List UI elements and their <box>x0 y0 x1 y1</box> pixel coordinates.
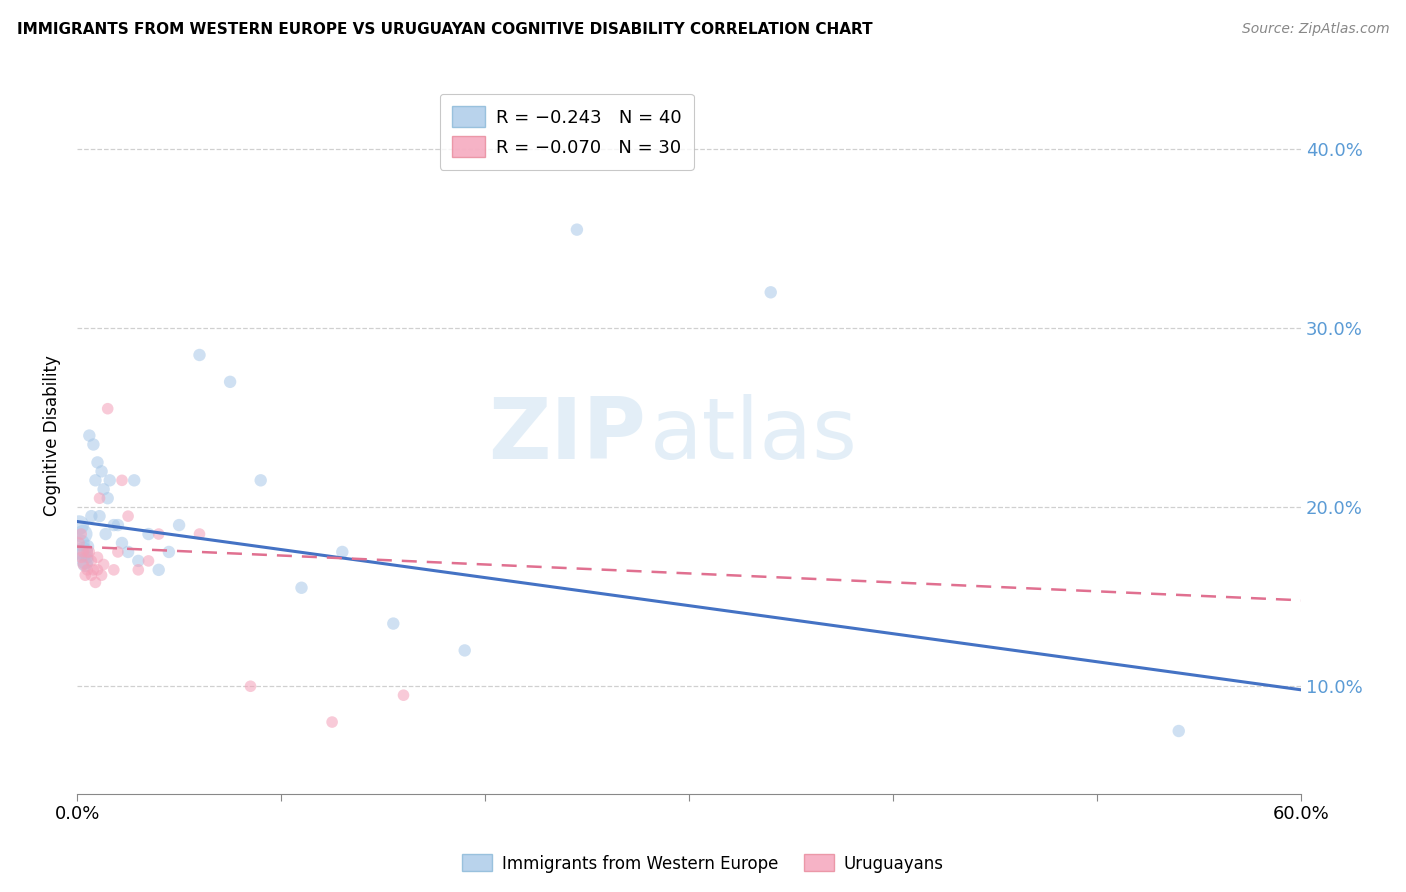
Point <box>148 563 170 577</box>
Point <box>67 536 90 550</box>
Point <box>97 401 120 416</box>
Point <box>188 348 211 362</box>
Point <box>321 714 343 729</box>
Point <box>72 545 94 559</box>
Point <box>90 464 112 478</box>
Point <box>67 518 90 533</box>
Point <box>76 540 98 554</box>
Point <box>122 473 145 487</box>
Point <box>79 428 101 442</box>
Point <box>75 554 97 568</box>
Point <box>117 545 139 559</box>
Point <box>82 563 104 577</box>
Y-axis label: Cognitive Disability: Cognitive Disability <box>44 355 60 516</box>
Point <box>70 527 93 541</box>
Point <box>75 558 97 572</box>
Point <box>107 518 129 533</box>
Point <box>759 285 782 300</box>
Point <box>80 568 103 582</box>
Point <box>167 518 190 533</box>
Point <box>565 222 588 236</box>
Point <box>86 563 108 577</box>
Point <box>219 375 242 389</box>
Point <box>90 568 112 582</box>
Point <box>84 473 107 487</box>
Point <box>117 509 139 524</box>
Point <box>84 575 107 590</box>
Point <box>111 536 134 550</box>
Point <box>127 563 149 577</box>
Point <box>157 545 180 559</box>
Point <box>290 581 312 595</box>
Legend: Immigrants from Western Europe, Uruguayans: Immigrants from Western Europe, Uruguaya… <box>456 847 950 880</box>
Point <box>80 509 103 524</box>
Point <box>103 518 125 533</box>
Point <box>70 550 93 565</box>
Point <box>1167 724 1189 739</box>
Point <box>98 473 121 487</box>
Point <box>72 545 94 559</box>
Point <box>86 455 108 469</box>
Point <box>138 527 160 541</box>
Point <box>86 550 108 565</box>
Point <box>382 616 405 631</box>
Point <box>93 483 115 497</box>
Point <box>72 558 94 572</box>
Text: atlas: atlas <box>650 394 858 477</box>
Point <box>79 545 101 559</box>
Point <box>82 437 104 451</box>
Point <box>75 568 97 582</box>
Point <box>89 491 111 506</box>
Point <box>111 473 134 487</box>
Text: Source: ZipAtlas.com: Source: ZipAtlas.com <box>1241 22 1389 37</box>
Point <box>138 554 160 568</box>
Text: IMMIGRANTS FROM WESTERN EUROPE VS URUGUAYAN COGNITIVE DISABILITY CORRELATION CHA: IMMIGRANTS FROM WESTERN EUROPE VS URUGUA… <box>17 22 873 37</box>
Point <box>93 558 115 572</box>
Point <box>239 679 262 693</box>
Point <box>97 491 120 506</box>
Point <box>127 554 149 568</box>
Point <box>188 527 211 541</box>
Point <box>249 473 271 487</box>
Point <box>76 550 98 565</box>
Point <box>70 536 93 550</box>
Point <box>94 527 117 541</box>
Point <box>76 563 98 577</box>
Point <box>72 527 94 541</box>
Point <box>148 527 170 541</box>
Point <box>454 643 477 657</box>
Point <box>103 563 125 577</box>
Point <box>80 554 103 568</box>
Point <box>76 545 98 559</box>
Point <box>89 509 111 524</box>
Point <box>330 545 353 559</box>
Legend: R = −0.243   N = 40, R = −0.070   N = 30: R = −0.243 N = 40, R = −0.070 N = 30 <box>440 94 693 169</box>
Point <box>107 545 129 559</box>
Point <box>392 688 415 702</box>
Point <box>70 545 93 559</box>
Text: ZIP: ZIP <box>488 394 647 477</box>
